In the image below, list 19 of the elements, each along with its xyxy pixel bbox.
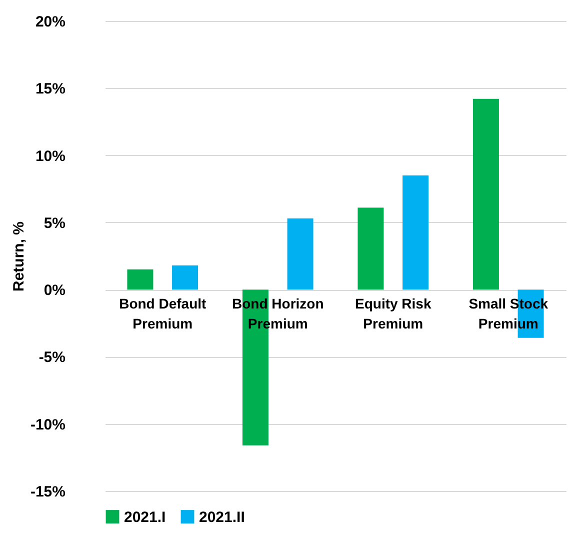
y-axis-title: Return, %	[10, 221, 28, 292]
legend-label: 2021.I	[124, 508, 166, 526]
y-tick-label: -10%	[30, 416, 66, 434]
y-tick-label: -15%	[30, 484, 66, 500]
bar	[127, 269, 154, 290]
y-tick-label: 0%	[44, 282, 66, 300]
y-tick-label: 5%	[44, 214, 66, 232]
y-tick-label: -5%	[38, 349, 66, 366]
y-tick-label: 20%	[35, 14, 66, 30]
bar	[472, 98, 499, 290]
y-tick-label: 10%	[35, 148, 66, 165]
bar	[287, 218, 314, 290]
x-tick-label: Equity Risk Premium	[355, 296, 432, 332]
bar	[358, 208, 384, 290]
y-tick-label: 15%	[35, 80, 66, 98]
x-tick-label: Bond Default Premium	[119, 296, 207, 332]
bar	[172, 265, 198, 290]
bar	[402, 175, 429, 290]
legend-label: 2021.II	[199, 508, 245, 526]
